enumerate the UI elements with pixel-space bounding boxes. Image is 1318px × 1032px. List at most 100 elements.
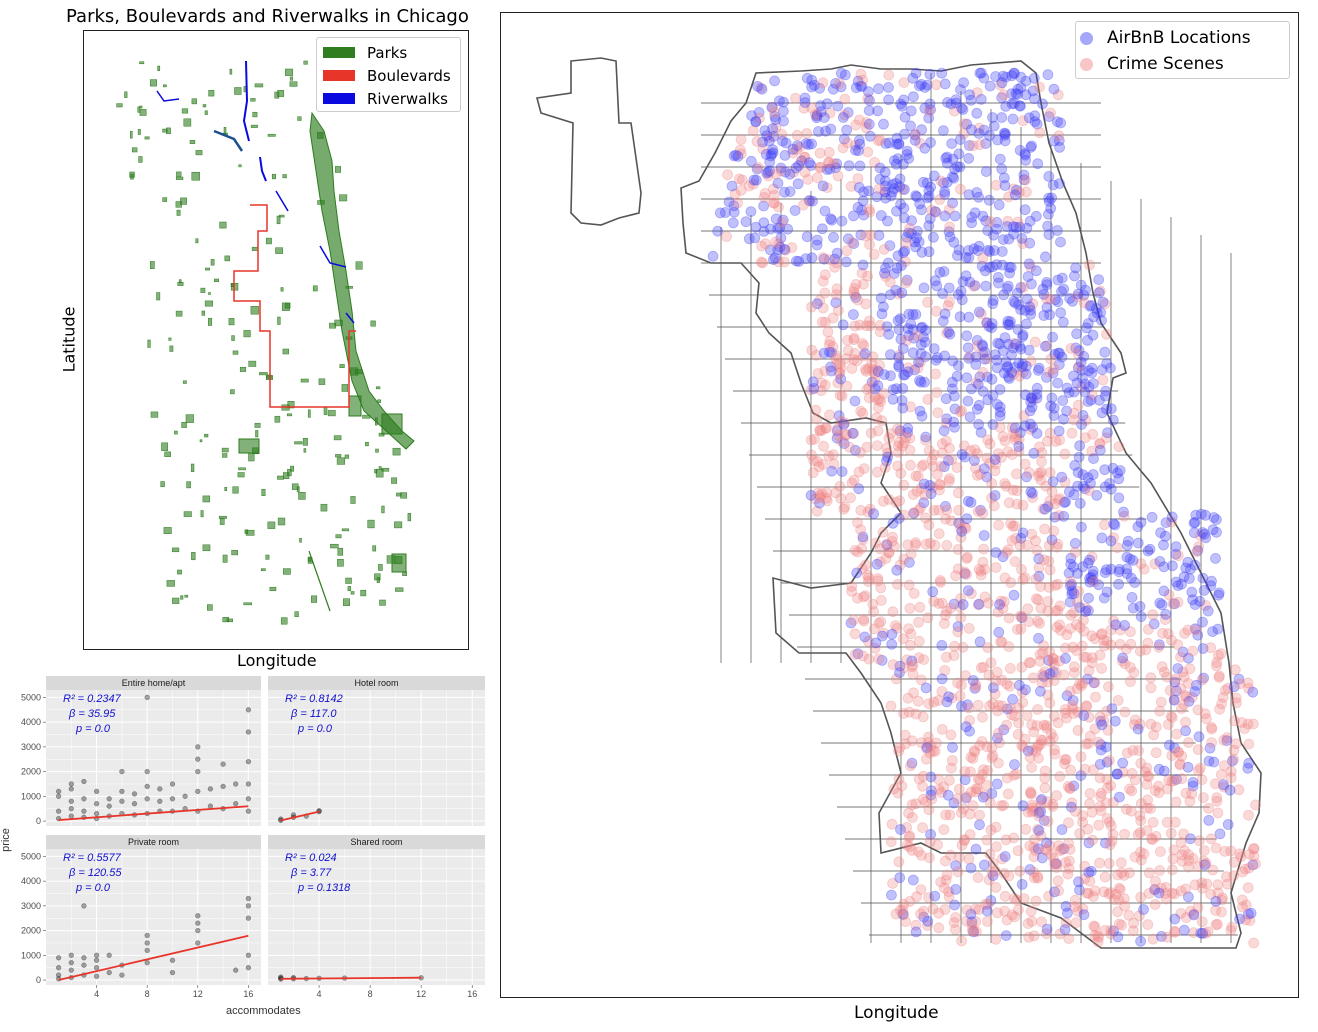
x-tick-label: 8	[145, 989, 150, 999]
facet-strip	[46, 835, 261, 849]
park-polygon	[162, 197, 168, 202]
crime-point	[1210, 919, 1222, 931]
park-polygon	[163, 527, 172, 534]
crime-point	[757, 257, 769, 269]
crime-point	[846, 581, 858, 592]
airbnb-point	[941, 157, 953, 169]
airbnb-point	[1025, 304, 1036, 316]
crime-point	[1188, 927, 1199, 938]
crime-point	[982, 434, 994, 446]
crime-point	[1079, 860, 1091, 872]
crime-point	[934, 575, 946, 586]
crime-point	[976, 736, 988, 747]
airbnb-point	[849, 444, 861, 456]
airbnb-point	[773, 95, 785, 107]
crime-point	[1028, 672, 1039, 684]
park-polygon	[394, 556, 403, 565]
airbnb-point	[1024, 405, 1036, 417]
crime-point	[912, 362, 924, 374]
data-point	[144, 960, 150, 966]
airbnb-point	[1106, 703, 1118, 715]
crime-point	[1060, 857, 1072, 868]
crime-point	[1153, 787, 1165, 799]
park-polygon	[355, 261, 363, 270]
airbnb-point	[1170, 576, 1182, 588]
airbnb-point	[971, 403, 983, 415]
airbnb-point	[1014, 679, 1025, 691]
crime-point	[1166, 750, 1178, 761]
crime-point	[1009, 710, 1021, 722]
airbnb-point	[777, 135, 788, 147]
crime-point	[1030, 895, 1042, 907]
park-polygon	[267, 133, 276, 137]
airbnb-point	[1149, 884, 1161, 895]
airbnb-point	[910, 926, 922, 938]
stat-annotation: R² = 0.024	[285, 852, 337, 864]
stat-annotation: p = 0.1318	[297, 882, 351, 894]
crime-point	[874, 319, 886, 331]
crime-point	[1138, 563, 1150, 575]
legend-item-airbnb: AirBnB Locations	[1076, 25, 1289, 51]
data-point	[119, 972, 125, 978]
crime-point	[1248, 937, 1260, 949]
airbnb-point	[977, 340, 989, 352]
airbnb-point	[983, 194, 995, 206]
airbnb-point	[941, 696, 953, 708]
crime-point	[935, 876, 947, 888]
crime-point	[1051, 621, 1063, 633]
airbnb-point	[1028, 72, 1040, 84]
data-point	[169, 781, 176, 787]
crime-point	[1041, 845, 1052, 856]
airbnb-point	[849, 395, 861, 407]
park-polygon	[381, 413, 403, 435]
airbnb-point	[1189, 686, 1201, 697]
facet-panel-bg	[268, 690, 485, 826]
airbnb-point	[1112, 931, 1124, 943]
crime-point	[1089, 921, 1101, 933]
crime-point	[1053, 840, 1064, 852]
airbnb-point	[800, 253, 812, 265]
parks-map-ylabel: Latitude	[59, 306, 79, 373]
airbnb-point	[992, 271, 1004, 283]
crime-point	[984, 700, 995, 712]
crime-point	[1247, 718, 1259, 730]
crime-point	[869, 368, 881, 379]
crime-point	[1061, 712, 1072, 724]
airbnb-point	[929, 275, 941, 287]
crime-point	[1006, 909, 1018, 921]
airbnb-point	[1002, 360, 1013, 372]
airbnb-point	[1013, 441, 1025, 452]
airbnb-point	[1004, 267, 1016, 279]
crime-point	[1243, 809, 1254, 821]
airbnb-point	[984, 246, 996, 257]
crime-point	[908, 588, 920, 599]
crime-point	[972, 599, 984, 611]
crime-point	[1172, 639, 1183, 650]
crime-point	[998, 800, 1010, 811]
airbnb-point	[1117, 652, 1129, 664]
crime-point	[914, 601, 926, 613]
airbnb-point	[866, 376, 878, 388]
airbnb-point	[1056, 286, 1067, 297]
airbnb-crime-xlabel: Longitude	[854, 1003, 939, 1023]
airbnb-point	[949, 403, 961, 415]
crime-point	[1161, 671, 1173, 683]
facet-panel-bg	[46, 690, 261, 826]
airbnb-point	[996, 259, 1008, 271]
airbnb-point	[913, 236, 925, 248]
airbnb-point	[1038, 288, 1050, 300]
crime-point	[1101, 774, 1113, 785]
data-point	[169, 970, 176, 976]
park-polygon	[379, 599, 386, 606]
crime-point	[1139, 766, 1151, 778]
airbnb-point	[886, 186, 898, 198]
crime-point	[1120, 643, 1132, 655]
data-point	[245, 895, 252, 902]
crime-point	[1160, 882, 1172, 893]
facet-strip-label: Hotel room	[354, 678, 398, 688]
crime-point	[829, 261, 841, 273]
airbnb-point	[1234, 913, 1245, 925]
airbnb-point	[1021, 293, 1033, 305]
airbnb-point	[1072, 568, 1083, 579]
airbnb-point	[1038, 815, 1050, 826]
